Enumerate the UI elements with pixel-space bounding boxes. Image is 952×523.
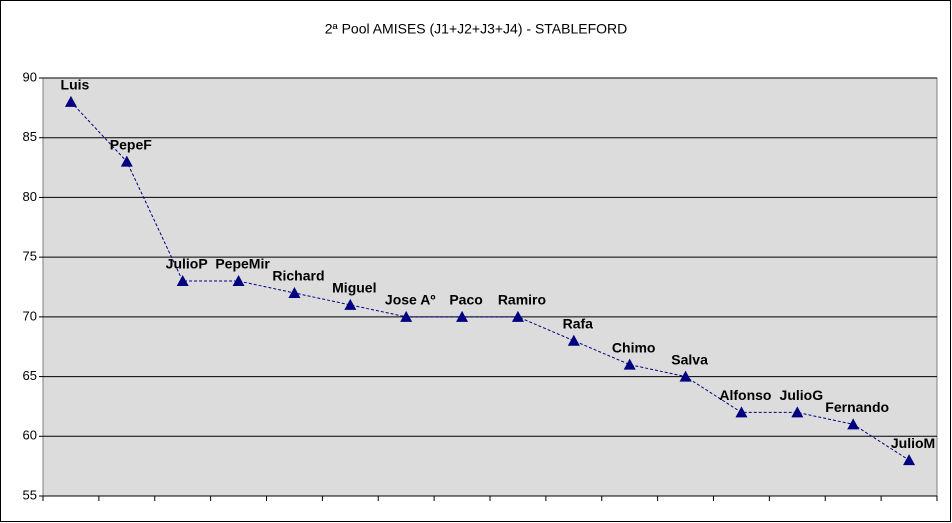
point-label: Alfonso [719,387,771,403]
point-label: Rafa [563,315,594,331]
point-label: Ramiro [498,292,546,308]
marker [735,406,748,418]
point-label: PepeMir [215,256,270,272]
y-tick-label: 85 [23,129,37,144]
point-label: Paco [449,292,482,308]
point-label: Fernando [825,399,889,415]
point-label: Chimo [612,339,656,355]
point-label: PepeF [110,136,152,152]
y-tick-label: 60 [23,428,37,443]
point-label: Richard [272,268,324,284]
marker [623,358,636,370]
series-line [70,101,910,461]
y-tick-label: 70 [23,308,37,323]
marker [344,298,357,310]
point-label: JulioP [166,256,208,272]
marker [567,334,580,346]
y-tick-label: 55 [23,487,37,502]
marker [64,95,77,107]
y-tick-label: 75 [23,249,37,264]
chart-title: 2ª Pool AMISES (J1+J2+J3+J4) - STABLEFOR… [325,21,628,37]
point-label: Salva [671,351,708,367]
marker [232,275,245,287]
marker [903,454,916,466]
plot-area [42,77,938,497]
point-label: Luis [61,77,90,93]
point-label: JulioM [891,435,935,451]
marker [456,310,469,322]
y-tick-label: 80 [23,189,37,204]
marker [511,310,524,322]
y-tick-label: 65 [23,368,37,383]
marker [288,286,301,298]
marker [176,275,189,287]
y-tick-label: 90 [23,69,37,84]
marker [120,155,133,167]
point-label: Miguel [332,280,376,296]
marker [847,418,860,430]
marker [400,310,413,322]
marker [679,370,692,382]
point-label: JulioG [780,387,824,403]
marker [791,406,804,418]
point-label: Jose Aº [385,292,436,308]
